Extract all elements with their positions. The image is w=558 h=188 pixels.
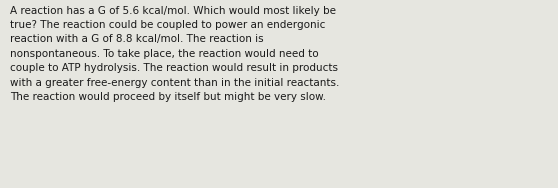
Text: A reaction has a G of 5.6 kcal/mol. Which would most likely be
true? The reactio: A reaction has a G of 5.6 kcal/mol. Whic… — [10, 6, 339, 102]
